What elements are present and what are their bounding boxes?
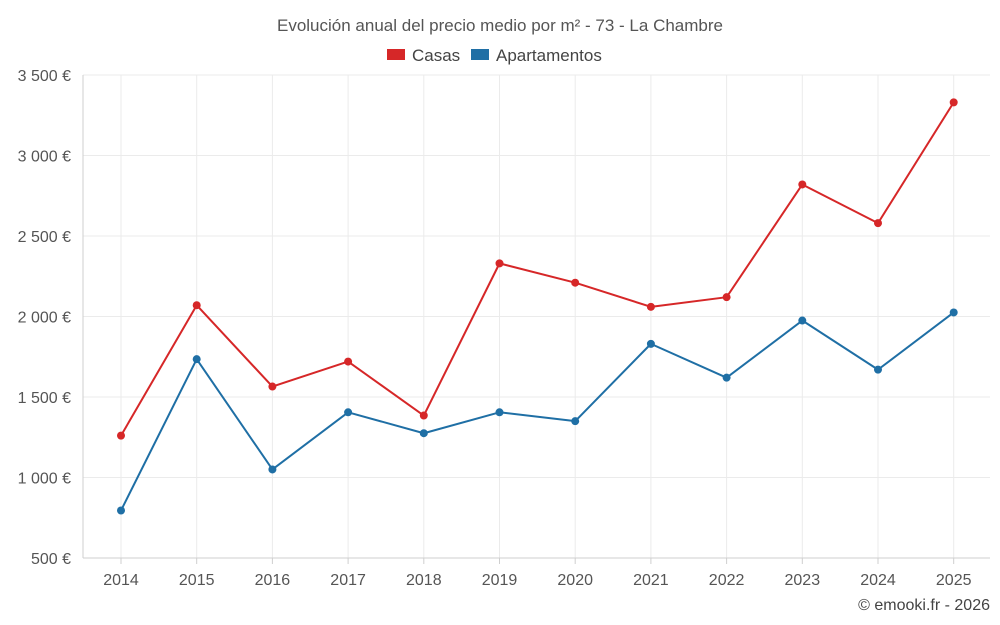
x-tick-label: 2014 [103,572,139,589]
x-tick-label: 2017 [330,572,366,589]
legend: Casas Apartamentos [387,46,602,65]
series [117,98,958,515]
data-point-apartamentos[interactable] [117,506,125,515]
x-tick-label: 2016 [255,572,291,589]
x-tick-label: 2024 [860,572,896,589]
data-point-casas[interactable] [646,302,655,311]
y-tick-label: 500 € [31,551,71,568]
data-point-apartamentos[interactable] [722,373,731,382]
legend-label-apartamentos: Apartamentos [496,46,602,65]
x-tick-label: 2018 [406,572,442,589]
data-point-casas[interactable] [117,431,125,440]
data-point-apartamentos[interactable] [268,465,277,474]
legend-label-casas: Casas [412,46,460,65]
data-point-casas[interactable] [874,219,882,228]
legend-item-apartamentos[interactable]: Apartamentos [471,46,602,65]
chart-title: Evolución anual del precio medio por m² … [277,16,723,35]
data-point-casas[interactable] [419,411,428,420]
axes: 500 € 1 000 € 1 500 € 2 000 € 2 500 € 3 000 €… [18,68,990,589]
series-line-casas [120,101,955,437]
legend-swatch-apartamentos [471,49,489,60]
credit-text: © emooki.fr - 2026 [858,597,990,614]
x-tick-label: 2025 [936,572,972,589]
x-tick-label: 2023 [785,572,821,589]
x-tick-label: 2019 [482,572,518,589]
gridlines [83,74,990,558]
data-point-apartamentos[interactable] [344,408,353,417]
series-line-apartamentos [120,311,955,511]
data-point-apartamentos[interactable] [798,316,807,325]
data-point-apartamentos[interactable] [571,417,580,426]
legend-item-casas[interactable]: Casas [387,46,460,65]
data-point-apartamentos[interactable] [419,429,428,438]
data-point-casas[interactable] [268,382,277,391]
y-tick-label: 1 500 € [18,390,71,407]
legend-swatch-casas [387,49,405,60]
data-point-apartamentos[interactable] [646,339,655,348]
data-point-apartamentos[interactable] [949,308,958,317]
data-point-casas[interactable] [495,259,504,268]
data-point-casas[interactable] [949,98,958,107]
y-tick-label: 2 500 € [18,229,71,246]
data-point-casas[interactable] [571,278,580,287]
x-tick-label: 2022 [709,572,745,589]
x-tick-label: 2020 [557,572,593,589]
data-point-apartamentos[interactable] [495,408,504,417]
y-tick-label: 3 500 € [18,68,71,85]
data-point-apartamentos[interactable] [874,365,882,374]
y-tick-label: 2 000 € [18,310,71,327]
data-point-apartamentos[interactable] [192,355,201,364]
y-tick-label: 3 000 € [18,149,71,166]
data-point-casas[interactable] [192,301,201,310]
x-tick-label: 2015 [179,572,215,589]
y-tick-label: 1 000 € [18,471,71,488]
x-tick-label: 2021 [633,572,669,589]
data-point-casas[interactable] [344,357,353,366]
data-point-casas[interactable] [722,293,731,302]
data-point-casas[interactable] [798,180,807,189]
